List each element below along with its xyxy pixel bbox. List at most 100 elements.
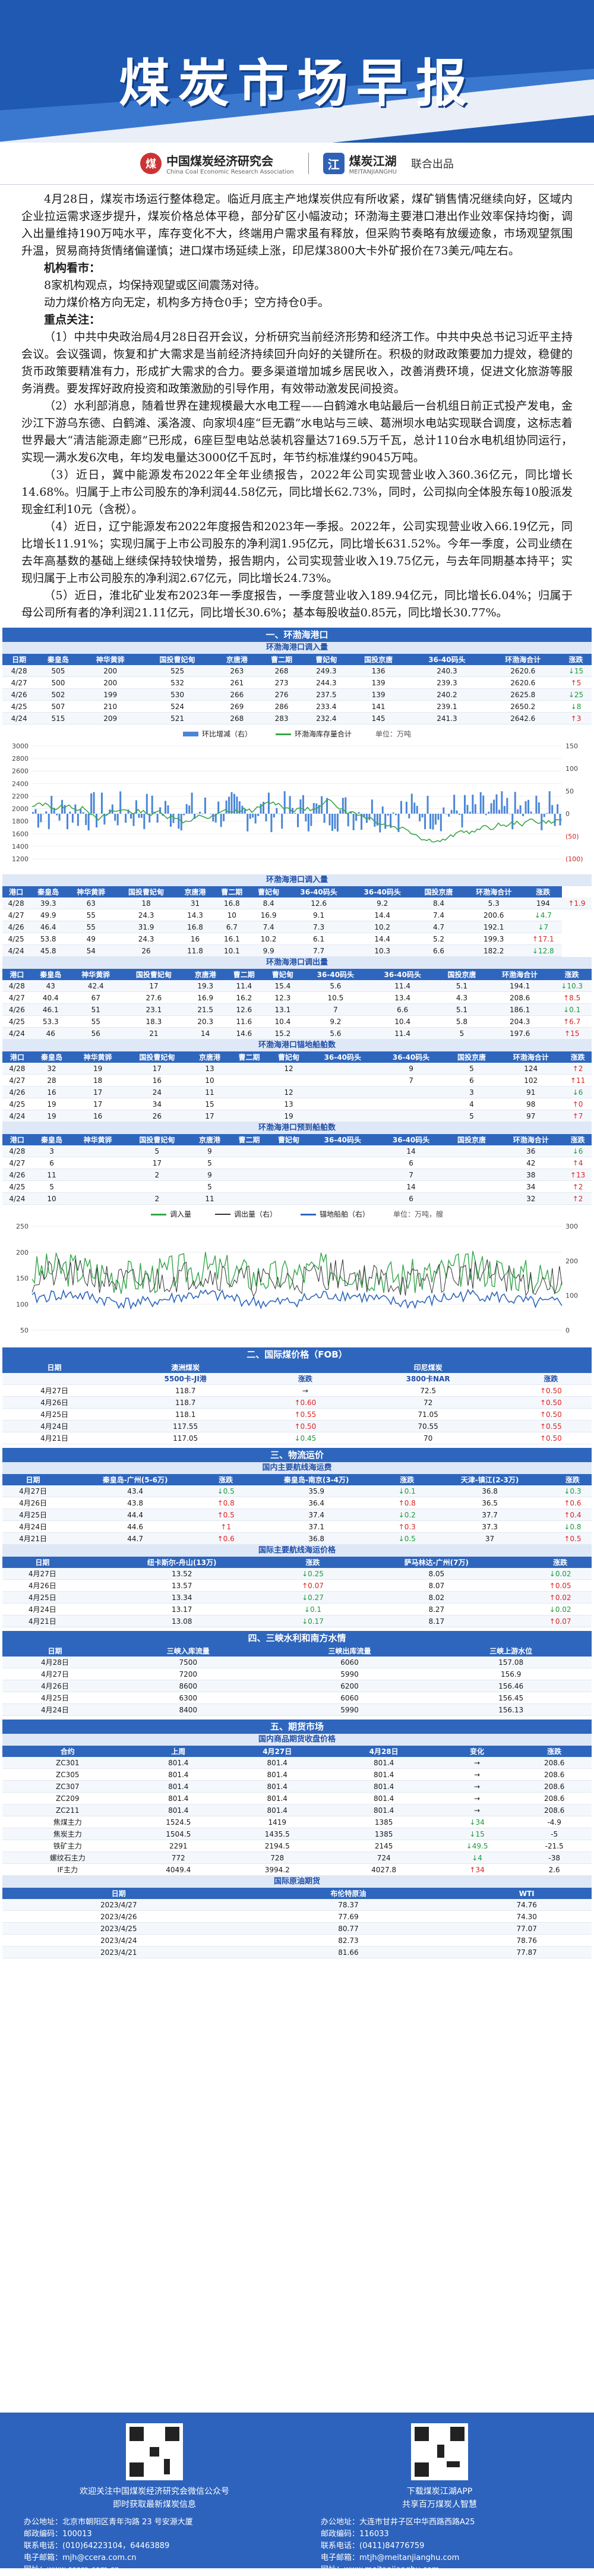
change-bar	[69, 812, 71, 814]
table-cell: 9	[190, 1145, 230, 1157]
table-cell: 6.1	[287, 933, 350, 945]
table-cell: 6	[32, 1157, 72, 1169]
col-header: 萨马林达-广州(7万)	[344, 1557, 529, 1568]
change-bar	[90, 793, 92, 814]
table-cell: ↓0.02	[529, 1568, 592, 1580]
table-cell: 801.4	[224, 1769, 330, 1781]
table-cell: 78.76	[462, 1935, 592, 1947]
col-header: 涨跌	[564, 1051, 592, 1063]
table-cell: 53.3	[31, 1016, 70, 1028]
change-bar	[223, 814, 225, 821]
table-cell: 2650.2	[486, 701, 560, 713]
change-bar	[440, 814, 442, 831]
table-cell: 1419	[224, 1816, 330, 1828]
col-header: 神华黄骅	[67, 886, 115, 897]
table-cell	[377, 1110, 445, 1122]
table-cell: 801.4	[330, 1805, 437, 1816]
table-cell: 200	[81, 677, 140, 689]
table-cell: 232.4	[304, 713, 349, 725]
table-cell: 23.1	[122, 1004, 187, 1016]
table-cell: 11.4	[369, 980, 436, 992]
change-bar	[329, 814, 331, 826]
table-cell	[308, 1145, 377, 1157]
table-cell: 2291	[132, 1840, 224, 1852]
table-cell: 286	[259, 701, 304, 713]
table-cell: 2	[124, 1169, 190, 1181]
table-cell: 16	[32, 1087, 72, 1098]
paragraph-0: 4月28日，煤炭市场运行整体稳定。临近月底主产地煤炭供应有所收紧，煤矿销售情况继…	[21, 191, 573, 260]
inventory-chart-svg: 3000280026002400220020001800160014001200…	[2, 740, 592, 870]
table-cell: 197.6	[488, 1028, 552, 1040]
table-cell: 117.55	[106, 1421, 264, 1432]
change-bar	[459, 814, 460, 815]
table-cell: 4月27日	[2, 1668, 108, 1680]
table-cell: 9.1	[287, 909, 350, 921]
table-cell: 12	[269, 1063, 309, 1075]
table-cell: 4/28	[2, 897, 30, 909]
table-cell: 45.8	[30, 945, 67, 957]
app-qr-icon[interactable]	[411, 2423, 468, 2480]
table-cell: 532	[140, 677, 214, 689]
change-bar	[429, 814, 431, 829]
col-header: 国投京唐	[436, 969, 488, 980]
table-cell: 17	[190, 1110, 230, 1122]
table-cell: ZC301	[2, 1757, 132, 1769]
change-bar	[151, 796, 153, 814]
change-bar	[416, 806, 418, 814]
col-header: 环渤海合计	[486, 654, 560, 665]
table-cell: 502	[36, 689, 80, 701]
table-cell: ↑15	[552, 1028, 592, 1040]
change-bar	[432, 814, 434, 830]
col-header: 秦皇岛	[31, 969, 70, 980]
table-cell: →	[437, 1769, 517, 1781]
table-cell: 6.7	[213, 921, 250, 933]
change-bar	[247, 814, 248, 832]
change-bar	[496, 794, 498, 814]
table-cell: ↑13	[564, 1169, 592, 1181]
change-bar	[387, 814, 389, 815]
table-cell: 8.07	[344, 1580, 529, 1592]
table-cell: 7	[377, 1075, 445, 1087]
section4-header: 四、三峡水利和南方水情	[2, 1631, 592, 1645]
table-cell	[71, 1193, 124, 1205]
change-bar	[101, 793, 103, 814]
table-cell: ↓0.45	[264, 1432, 346, 1444]
wechat-qr-icon[interactable]	[126, 2423, 183, 2480]
footer-left-cap1: 欢迎关注中国煤炭经济研究会微信公众号	[12, 2485, 297, 2497]
col-header: 涨跌	[529, 1557, 592, 1568]
table-cell: 209	[81, 713, 140, 725]
change-bar	[112, 804, 113, 814]
table-cell: ↑3	[560, 713, 592, 725]
table-cell: 4/28	[2, 1145, 32, 1157]
table-cell: 18	[71, 1075, 124, 1087]
footer-info-line: 邮政编码：116033	[321, 2528, 475, 2540]
coal-association-icon: 煤	[140, 153, 162, 174]
sub-col-header: 5500卡-JI港	[106, 1373, 264, 1385]
table-cell: 55	[67, 909, 115, 921]
table-cell: 1435.5	[224, 1828, 330, 1840]
col-header: 环渤海合计	[463, 886, 525, 897]
change-bar	[305, 814, 307, 821]
col-header: 环渤海合计	[498, 1134, 564, 1145]
table-cell	[229, 1157, 269, 1169]
paragraph-1: 机构看市：	[21, 260, 573, 277]
table-cell	[308, 1063, 377, 1075]
y-tick-label: 2400	[12, 780, 29, 788]
table-cell: 43.8	[64, 1497, 207, 1509]
table-cell: 156.9	[430, 1668, 592, 1680]
table-cell: 16.2	[225, 992, 263, 1004]
section3-header: 三、物流运价	[2, 1448, 592, 1462]
table-cell: 724	[330, 1852, 437, 1864]
change-bar	[382, 807, 384, 814]
col-header: 涨跌	[517, 1746, 592, 1757]
col-header: 涨跌	[560, 654, 592, 665]
table-cell: 6	[377, 1193, 445, 1205]
table-cell: 4/28	[2, 980, 31, 992]
